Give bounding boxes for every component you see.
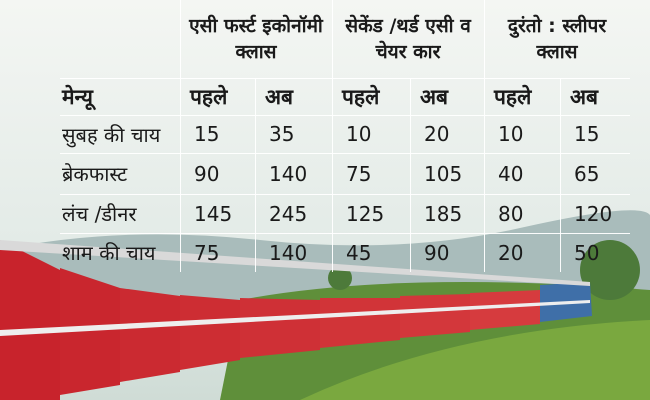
column-header: मेन्यू — [62, 85, 93, 109]
price-cell: 140 — [269, 240, 308, 265]
price-cell: 10 — [346, 122, 372, 146]
column-header: पहले — [190, 85, 228, 109]
column-divider — [255, 78, 256, 272]
group-header: दुरंतो : स्लीपर क्लास — [507, 15, 607, 63]
column-header: पहले — [342, 85, 380, 109]
price-cell: 15 — [574, 122, 600, 146]
column-divider — [180, 0, 181, 272]
price-cell: 125 — [346, 201, 385, 226]
menu-item: सुबह की चाय — [62, 122, 161, 147]
menu-item: ब्रेकफास्ट — [62, 162, 128, 186]
row-divider — [60, 78, 630, 79]
price-cell: 40 — [498, 161, 524, 186]
price-cell: 245 — [269, 201, 308, 226]
price-cell: 10 — [498, 122, 524, 146]
column-header: अब — [420, 85, 449, 109]
price-cell: 35 — [269, 122, 295, 146]
price-cell: 65 — [574, 161, 600, 186]
price-cell: 90 — [424, 240, 450, 265]
group-header: सेकेंड /थर्ड एसी व चेयर कार — [345, 15, 471, 63]
price-cell: 145 — [194, 201, 233, 226]
price-cell: 50 — [574, 240, 600, 265]
price-cell: 20 — [498, 240, 524, 265]
row-divider — [60, 153, 630, 154]
column-divider — [410, 78, 411, 272]
price-cell: 120 — [574, 201, 613, 226]
price-cell: 75 — [194, 240, 220, 265]
column-divider — [560, 78, 561, 272]
column-header: पहले — [494, 85, 532, 109]
price-cell: 185 — [424, 201, 463, 226]
price-cell: 15 — [194, 122, 220, 146]
column-divider — [484, 0, 485, 272]
column-header: अब — [265, 85, 294, 109]
price-cell: 20 — [424, 122, 450, 146]
price-cell: 105 — [424, 161, 463, 186]
column-header: अब — [570, 85, 599, 109]
price-cell: 140 — [269, 161, 308, 186]
row-divider — [60, 194, 630, 195]
row-divider — [60, 233, 630, 234]
price-cell: 90 — [194, 161, 220, 186]
column-divider — [332, 0, 333, 272]
price-cell: 45 — [346, 240, 372, 265]
row-divider — [60, 115, 630, 116]
menu-item: शाम की चाय — [62, 241, 156, 265]
price-cell: 80 — [498, 201, 524, 226]
group-header: एसी फर्स्ट इकोनॉमी क्लास — [189, 15, 323, 63]
menu-item: लंच /डीनर — [62, 202, 137, 226]
price-cell: 75 — [346, 161, 372, 186]
